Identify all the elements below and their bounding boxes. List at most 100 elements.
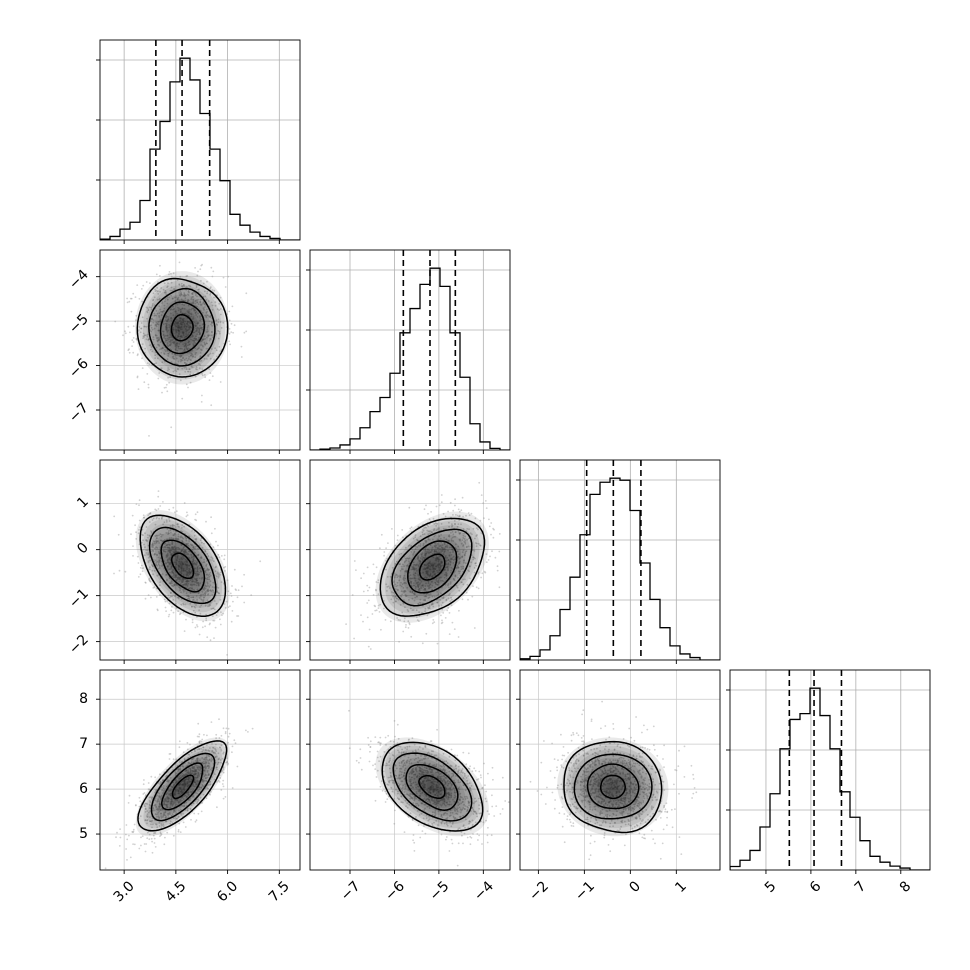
- scatter-point: [160, 565, 163, 567]
- scatter-point: [462, 532, 464, 535]
- scatter-point: [161, 824, 163, 827]
- scatter-point: [184, 370, 187, 373]
- scatter-point: [160, 517, 163, 520]
- scatter-point: [186, 748, 189, 751]
- scatter-point: [210, 759, 213, 762]
- scatter-point: [186, 300, 189, 303]
- scatter-point: [142, 549, 144, 551]
- scatter-point: [391, 528, 393, 530]
- scatter-point: [176, 279, 179, 282]
- scatter-point: [412, 567, 415, 569]
- scatter-point: [182, 775, 185, 778]
- scatter-point: [162, 288, 165, 291]
- scatter-point: [134, 804, 137, 807]
- scatter-point: [197, 548, 200, 550]
- scatter-point: [168, 568, 170, 570]
- scatter-point: [173, 810, 176, 813]
- hist-gridlines: [310, 250, 510, 450]
- scatter-point: [201, 591, 204, 593]
- scatter-point: [187, 341, 190, 344]
- scatter-point: [154, 804, 156, 806]
- scatter-point: [449, 563, 452, 566]
- scatter-point: [188, 571, 191, 573]
- scatter-point: [166, 544, 169, 546]
- scatter-point: [427, 580, 430, 583]
- scatter-point: [218, 556, 221, 559]
- scatter-point: [222, 785, 225, 788]
- scatter-point: [143, 803, 146, 806]
- scatter-point: [207, 784, 210, 786]
- scatter-point: [148, 521, 151, 523]
- scatter-point: [209, 574, 212, 577]
- scatter-point: [132, 555, 134, 557]
- scatter-point: [409, 577, 412, 580]
- scatter-point: [217, 779, 220, 782]
- scatter-point: [436, 528, 439, 531]
- scatter-point: [200, 747, 203, 750]
- scatter-point: [475, 542, 477, 544]
- scatter-point: [202, 785, 205, 787]
- scatter-point: [163, 798, 166, 801]
- scatter-point: [166, 554, 169, 557]
- scatter-point: [209, 338, 212, 340]
- scatter-point: [178, 783, 181, 786]
- scatter-point: [160, 823, 163, 826]
- scatter-point: [407, 610, 410, 613]
- scatter-point: [211, 767, 214, 769]
- scatter-point: [462, 534, 465, 537]
- scatter-point: [197, 780, 200, 783]
- scatter-point: [177, 566, 180, 569]
- scatter-point: [203, 779, 206, 782]
- scatter-point: [162, 823, 165, 826]
- scatter-point: [170, 289, 173, 292]
- scatter-point: [451, 523, 453, 525]
- scatter-point: [158, 345, 161, 347]
- scatter-point: [462, 565, 465, 568]
- scatter-point: [179, 800, 182, 803]
- scatter-point: [212, 352, 214, 355]
- scatter-point: [411, 591, 414, 594]
- scatter-point: [410, 568, 413, 571]
- scatter-point: [181, 536, 184, 539]
- scatter-point: [485, 553, 488, 555]
- scatter-point: [448, 534, 451, 537]
- scatter-point: [227, 762, 230, 765]
- scatter-point: [427, 530, 430, 533]
- scatter-point: [168, 602, 171, 605]
- scatter-point: [154, 290, 157, 292]
- scatter-point: [169, 308, 172, 311]
- scatter-point: [425, 553, 427, 556]
- scatter-point: [483, 570, 486, 573]
- scatter-point: [188, 320, 191, 323]
- scatter-point: [127, 802, 130, 804]
- scatter-point: [216, 780, 218, 783]
- scatter-point: [433, 550, 436, 552]
- scatter-point: [187, 553, 190, 555]
- scatter-point: [187, 761, 190, 764]
- scatter-point: [193, 568, 196, 571]
- scatter-point: [203, 766, 206, 768]
- scatter-point: [447, 583, 450, 585]
- scatter-point: [160, 318, 162, 321]
- scatter-point: [424, 552, 427, 555]
- scatter-point: [157, 281, 159, 283]
- scatter-point: [447, 559, 450, 561]
- scatter-point: [201, 328, 204, 331]
- scatter-point: [450, 604, 453, 607]
- scatter-point: [177, 780, 179, 783]
- scatter-point: [389, 575, 392, 578]
- scatter-point: [148, 344, 151, 347]
- scatter-point: [415, 569, 418, 572]
- scatter-point: [205, 308, 208, 311]
- scatter-point: [465, 550, 468, 552]
- scatter-point: [166, 339, 168, 342]
- scatter-point: [182, 779, 185, 782]
- scatter-point: [425, 539, 427, 542]
- scatter-point: [165, 544, 168, 547]
- scatter-point: [199, 301, 202, 303]
- scatter-point: [170, 553, 173, 556]
- scatter-point: [233, 568, 236, 571]
- scatter-point: [173, 784, 175, 786]
- scatter-point: [184, 549, 187, 552]
- scatter-point: [183, 788, 186, 791]
